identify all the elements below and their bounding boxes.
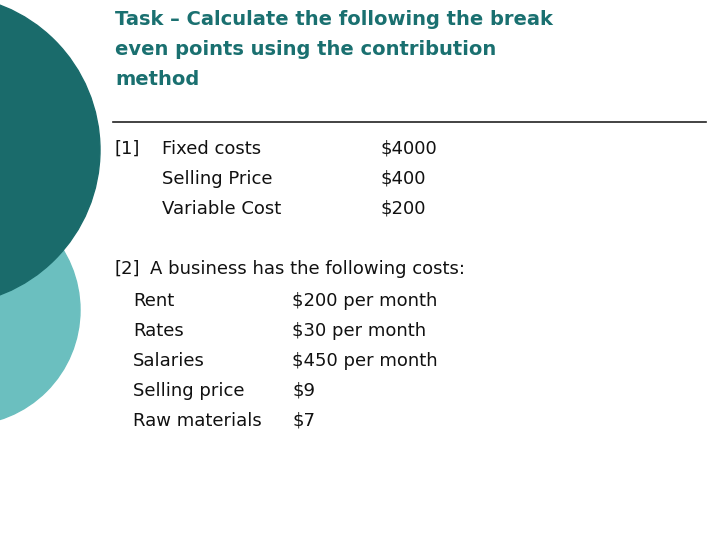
Text: even points using the contribution: even points using the contribution <box>115 40 496 59</box>
Text: method: method <box>115 70 199 89</box>
Text: $400: $400 <box>380 170 426 188</box>
Text: $200: $200 <box>380 200 426 218</box>
Text: Raw materials: Raw materials <box>133 412 262 430</box>
Text: $7: $7 <box>292 412 315 430</box>
Text: Selling Price: Selling Price <box>162 170 272 188</box>
Text: Selling price: Selling price <box>133 382 245 400</box>
Text: Task – Calculate the following the break: Task – Calculate the following the break <box>115 10 553 29</box>
Text: $4000: $4000 <box>380 140 437 158</box>
Text: $200 per month: $200 per month <box>292 292 437 310</box>
Text: $9: $9 <box>292 382 315 400</box>
Text: A business has the following costs:: A business has the following costs: <box>150 260 465 278</box>
Circle shape <box>0 195 80 425</box>
Text: Variable Cost: Variable Cost <box>162 200 282 218</box>
Text: Rent: Rent <box>133 292 174 310</box>
Text: Salaries: Salaries <box>133 352 205 370</box>
Text: $450 per month: $450 per month <box>292 352 438 370</box>
Text: $30 per month: $30 per month <box>292 322 426 340</box>
Circle shape <box>0 0 100 305</box>
Text: [2]: [2] <box>115 260 140 278</box>
Text: [1]: [1] <box>115 140 140 158</box>
Text: Rates: Rates <box>133 322 184 340</box>
Text: Fixed costs: Fixed costs <box>162 140 261 158</box>
